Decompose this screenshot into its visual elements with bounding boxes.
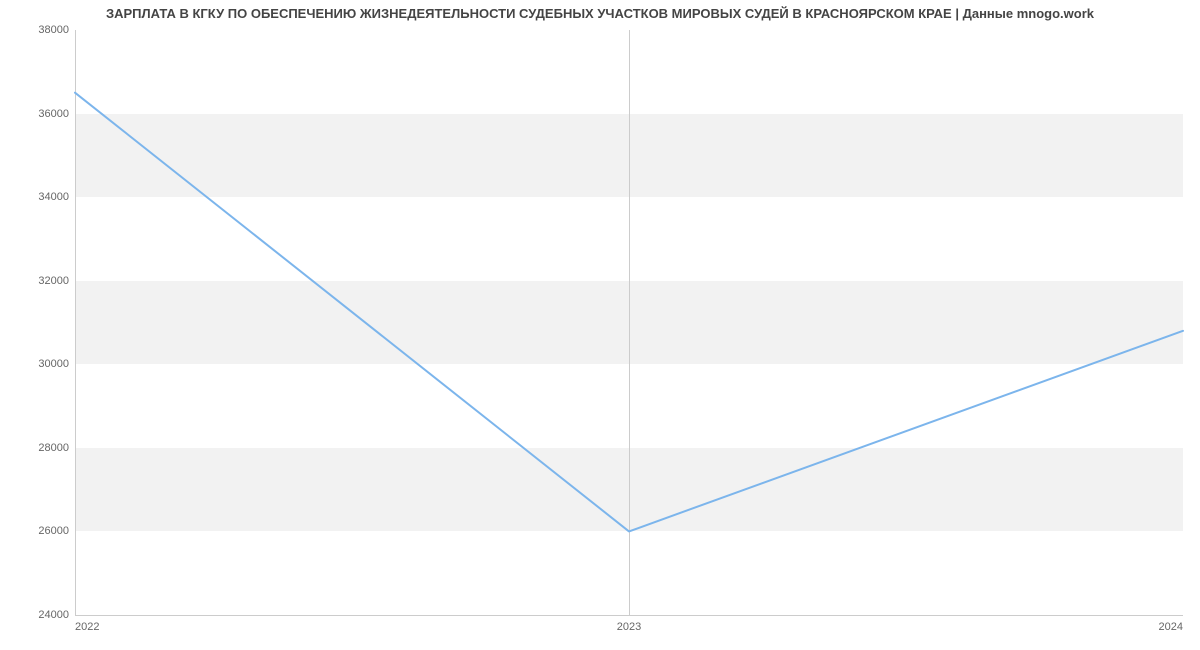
y-tick-label: 36000 [38,108,75,120]
y-tick-label: 34000 [38,191,75,203]
plot-area: 2400026000280003000032000340003600038000… [75,30,1183,615]
chart-title: ЗАРПЛАТА В КГКУ ПО ОБЕСПЕЧЕНИЮ ЖИЗНЕДЕЯТ… [0,6,1200,21]
y-tick-label: 28000 [38,442,75,454]
x-tick-label: 2024 [1159,615,1183,633]
series-layer [75,30,1183,615]
y-tick-label: 38000 [38,24,75,36]
y-tick-label: 26000 [38,525,75,537]
y-tick-label: 24000 [38,609,75,621]
series-line-salary [75,93,1183,532]
salary-line-chart: ЗАРПЛАТА В КГКУ ПО ОБЕСПЕЧЕНИЮ ЖИЗНЕДЕЯТ… [0,0,1200,650]
x-tick-label: 2023 [617,615,641,633]
y-tick-label: 32000 [38,275,75,287]
x-tick-label: 2022 [75,615,99,633]
y-tick-label: 30000 [38,358,75,370]
